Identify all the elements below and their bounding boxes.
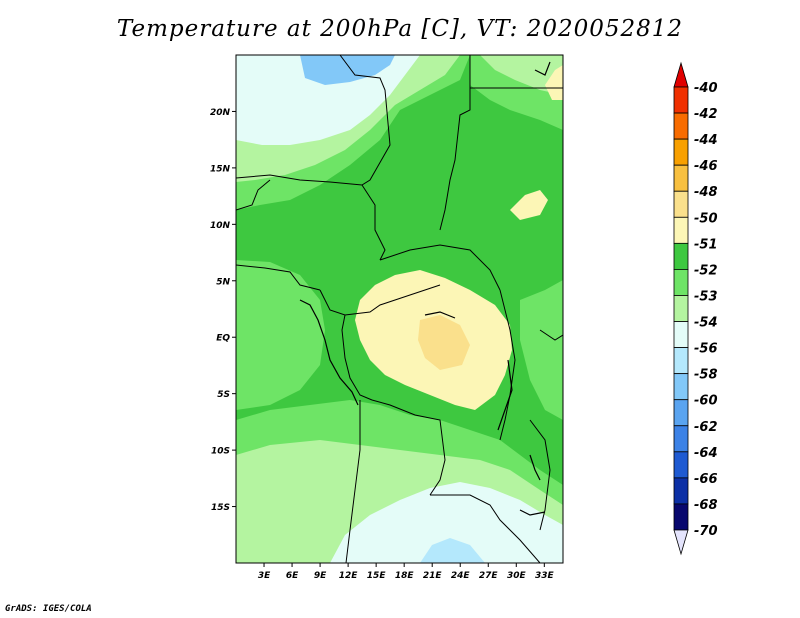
field-band-53-west <box>236 260 325 410</box>
lon-tick-label: 6E <box>286 571 299 581</box>
colorbar-swatch <box>673 295 689 322</box>
colorbar-swatch <box>673 190 689 218</box>
colorbar-label: -68 <box>694 498 718 513</box>
country-borders <box>236 55 563 563</box>
colorbar-label: -42 <box>694 107 718 122</box>
colorbar-swatch <box>673 164 689 192</box>
lon-tick-label: 21E <box>423 571 443 581</box>
coastlines <box>299 61 551 516</box>
colorbar-label: -60 <box>694 394 718 409</box>
field-band-51-center-inner <box>418 315 470 370</box>
lon-tick-label: 9E <box>314 571 327 581</box>
lat-tick-label: 15N <box>210 164 231 174</box>
colorbar-label: -50 <box>694 211 718 226</box>
field-band-54-ne <box>480 55 563 95</box>
colorbar-swatch <box>673 86 689 114</box>
lon-tick-label: 12E <box>339 571 359 581</box>
colorbar-bottom-cap <box>673 529 689 556</box>
field-band-51-nne-patch <box>545 65 563 100</box>
lon-tick-label: 30E <box>507 571 527 581</box>
field-band-58-south <box>420 538 485 563</box>
colorbar-label: -64 <box>694 446 718 461</box>
colorbar-label: -40 <box>694 81 718 96</box>
lon-tick-label: 18E <box>395 571 415 581</box>
colorbar-label: -66 <box>694 472 718 487</box>
colorbar-top-cap <box>673 61 689 88</box>
field-band-56-south <box>330 482 563 563</box>
colorbar-swatch <box>673 216 689 244</box>
colorbar-swatch <box>673 242 689 270</box>
lat-tick-label: 10N <box>210 221 231 231</box>
colorbar-label: -48 <box>694 185 718 200</box>
field-band-53-east <box>520 280 563 420</box>
field-band-58-north <box>300 55 395 85</box>
colorbar-swatch <box>673 321 689 348</box>
colorbar-label: -51 <box>694 237 718 252</box>
colorbar-label: -44 <box>694 133 718 148</box>
figure-title: Temperature at 200hPa [C], VT: 202005281… <box>116 16 684 42</box>
colorbar: -40 -42 -44 -46 -48 -50 -51 -52 -53 -54 -56 -58 -60 -… <box>673 61 718 556</box>
lat-tick-label: 10S <box>211 447 230 457</box>
temperature-field <box>236 55 563 563</box>
lat-tick-label: 15S <box>211 503 230 513</box>
colorbar-label: -58 <box>694 368 718 383</box>
colorbar-swatch <box>673 373 689 401</box>
colorbar-swatch <box>673 477 689 505</box>
colorbar-swatch <box>673 425 689 453</box>
lon-tick-label: 3E <box>258 571 271 581</box>
lon-tick-label: 27E <box>479 571 499 581</box>
colorbar-label: -70 <box>694 524 718 539</box>
lat-tick-label: 20N <box>210 108 231 118</box>
colorbar-swatch <box>673 138 689 166</box>
colorbar-label: -52 <box>694 263 718 278</box>
colorbar-label: -62 <box>694 420 718 435</box>
colorbar-swatch <box>673 347 689 375</box>
lon-tick-label: 24E <box>451 571 471 581</box>
colorbar-swatch <box>673 451 689 479</box>
credit-label: GrADS: IGES/COLA <box>5 604 92 614</box>
colorbar-label: -53 <box>694 289 718 304</box>
lat-tick-label: 5N <box>216 277 230 287</box>
lat-tick-label: 5S <box>217 390 230 400</box>
field-band-51-ne-patch <box>510 190 548 220</box>
colorbar-swatch <box>673 112 689 140</box>
colorbar-swatch <box>673 269 689 296</box>
colorbar-label: -56 <box>694 342 718 357</box>
lat-tick-label: EQ <box>216 334 230 344</box>
colorbar-swatch <box>673 399 689 427</box>
lon-tick-label: 33E <box>535 571 555 581</box>
colorbar-swatch <box>673 503 689 531</box>
colorbar-label: -46 <box>694 159 718 174</box>
map-frame <box>235 54 564 564</box>
axis-ticks: 20N 15N 10N 5N EQ 5S 10S 15S 3E 6E 9E 12E 15E 18E 21E 2… <box>210 108 555 581</box>
colorbar-label: -54 <box>694 316 718 331</box>
lon-tick-label: 15E <box>367 571 387 581</box>
